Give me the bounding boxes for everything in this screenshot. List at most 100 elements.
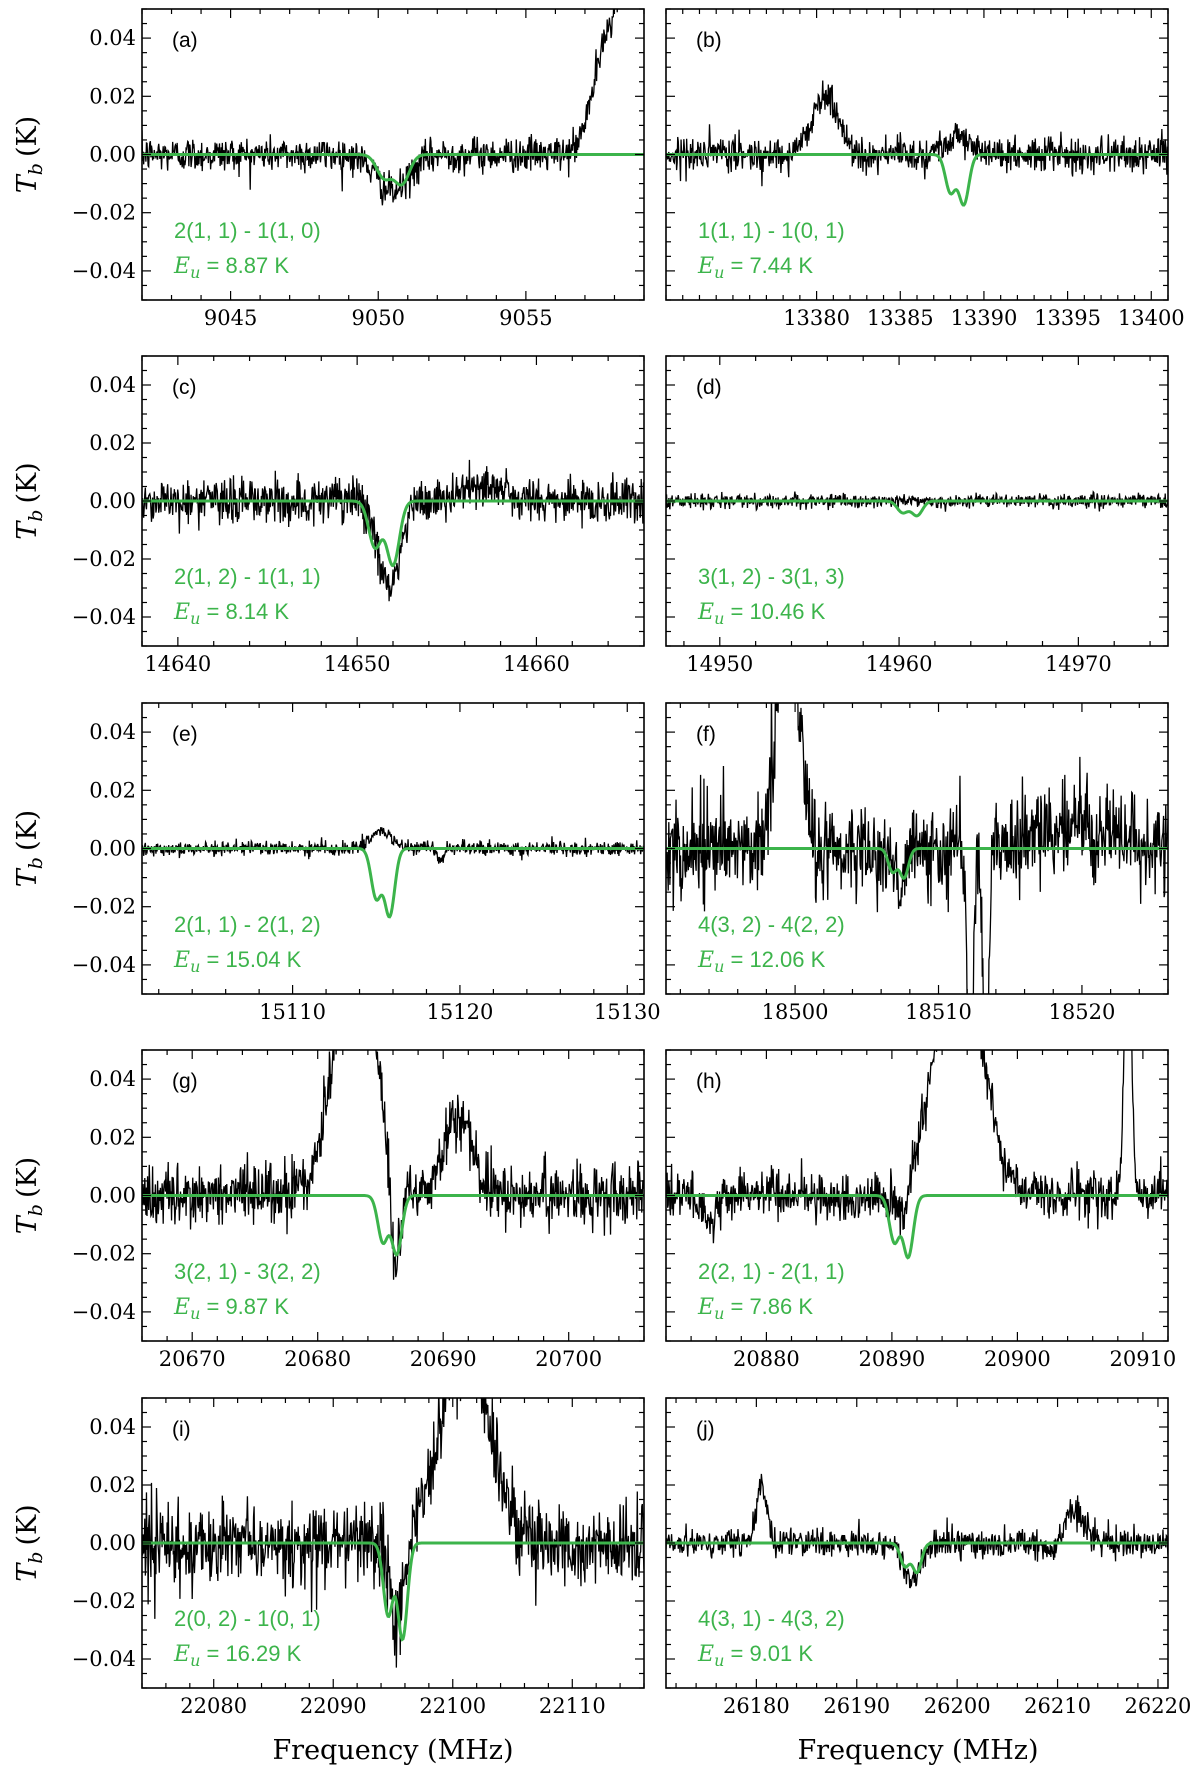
x-tick-label: 14650 <box>324 652 391 676</box>
y-axis-title: Tb(K) <box>12 810 47 887</box>
y-tick-label: 0.02 <box>89 1125 136 1149</box>
x-tick-label: 13380 <box>783 306 850 330</box>
panel-a: 9045 9050 9055 −0.04 −0.02 0.00 0.02 0.04 Tb(K) (… <box>12 8 645 330</box>
x-tick-label: 13395 <box>1034 306 1101 330</box>
x-tick-label: 20700 <box>535 1347 602 1371</box>
transition-label: 2(1, 2) - 1(1, 1) <box>174 564 321 589</box>
transition-label: 3(1, 2) - 3(1, 3) <box>698 564 845 589</box>
panel-h: 20880 20890 20900 20910 (h) 2(2, 1) - 2(1, 1)… <box>665 1049 1176 1371</box>
upper-energy-label: Eu = 9.87 K <box>173 1294 289 1323</box>
y-tick-label: −0.02 <box>72 895 136 919</box>
transition-label: 4(3, 2) - 4(2, 2) <box>698 912 845 937</box>
y-axis-title: Tb(K) <box>12 1157 47 1234</box>
panel-f: 18500 18510 18520 (f) 4(3, 2) - 4(2, 2) Eu = … <box>665 702 1169 1024</box>
model-spectrum <box>666 1194 1168 1260</box>
panel-letter: (i) <box>172 1418 191 1441</box>
panel-letter: (h) <box>696 1070 722 1093</box>
y-tick-label: 0.00 <box>89 143 136 167</box>
transition-label: 2(0, 2) - 1(0, 1) <box>174 1606 321 1631</box>
observed-spectrum <box>142 827 644 864</box>
x-tick-label: 22080 <box>180 1694 247 1718</box>
panel-letter: (f) <box>696 723 716 746</box>
y-tick-label: −0.02 <box>72 1589 136 1613</box>
panel-b: 13380 13385 13390 13395 13400 (b) 1(1, 1) - 1(… <box>665 8 1185 330</box>
y-tick-label: −0.02 <box>72 201 136 225</box>
panel-i: 22080 22090 22100 22110 −0.04 −0.02 0.00 0.02 0.… <box>12 1397 645 1718</box>
x-tick-label: 15120 <box>427 1000 494 1024</box>
y-tick-label: 0.00 <box>89 489 136 513</box>
x-tick-label: 9050 <box>352 306 405 330</box>
x-tick-label: 18520 <box>1049 1000 1116 1024</box>
y-tick-label: 0.02 <box>89 431 136 455</box>
x-tick-label: 20690 <box>410 1347 477 1371</box>
panel-letter: (d) <box>696 376 722 399</box>
x-tick-label: 26210 <box>1024 1694 1091 1718</box>
panel-g: 20670 20680 20690 20700 −0.04 −0.02 0.00 0.02 0.… <box>12 1049 645 1371</box>
x-tick-label: 14960 <box>866 652 933 676</box>
x-tick-label: 18500 <box>762 1000 829 1024</box>
transition-label: 2(1, 1) - 1(1, 0) <box>174 218 321 243</box>
panel-d: 14950 14960 14970 (d) 3(1, 2) - 3(1, 3) Eu = … <box>665 355 1169 676</box>
transition-label: 1(1, 1) - 1(0, 1) <box>698 218 845 243</box>
y-tick-label: 0.04 <box>89 26 136 50</box>
x-tick-label: 14970 <box>1045 652 1112 676</box>
y-axis-title: Tb(K) <box>12 1504 47 1581</box>
x-tick-label: 20910 <box>1109 1347 1176 1371</box>
x-tick-label: 14660 <box>503 652 570 676</box>
observed-spectrum <box>666 1050 1168 1244</box>
observed-spectrum <box>142 1050 644 1280</box>
x-tick-label: 22100 <box>419 1694 486 1718</box>
panel-letter: (j) <box>696 1418 715 1441</box>
x-tick-label: 15110 <box>259 1000 326 1024</box>
y-tick-label: 0.04 <box>89 1415 136 1439</box>
panel-c: 14640 14650 14660 −0.04 −0.02 0.00 0.02 0.04 Tb(… <box>12 355 645 676</box>
panel-j: 26180 26190 26200 26210 26220 (j) 4(3, 1) - 4(… <box>665 1397 1191 1718</box>
x-tick-label: 20890 <box>858 1347 925 1371</box>
upper-energy-label: Eu = 15.04 K <box>173 947 302 976</box>
x-tick-label: 22110 <box>539 1694 606 1718</box>
y-tick-label: −0.04 <box>72 1300 136 1324</box>
y-tick-label: −0.04 <box>72 1647 136 1671</box>
transition-label: 4(3, 1) - 4(3, 2) <box>698 1606 845 1631</box>
y-axis-title: Tb(K) <box>12 116 47 193</box>
x-tick-label: 13400 <box>1118 306 1185 330</box>
y-tick-label: −0.04 <box>72 605 136 629</box>
y-tick-label: −0.02 <box>72 547 136 571</box>
x-axis-title-left: Frequency (MHz) <box>272 1735 513 1766</box>
y-tick-label: 0.02 <box>89 84 136 108</box>
panel-letter: (e) <box>172 723 198 746</box>
x-tick-label: 13390 <box>951 306 1018 330</box>
observed-spectrum <box>666 1473 1168 1589</box>
observed-spectrum <box>666 490 1168 512</box>
observed-spectrum <box>142 9 618 206</box>
model-spectrum <box>142 499 644 568</box>
y-tick-label: 0.04 <box>89 373 136 397</box>
model-spectrum <box>142 847 644 919</box>
observed-spectrum <box>666 80 1168 187</box>
model-spectrum <box>666 499 1168 518</box>
model-spectrum <box>142 1194 644 1257</box>
upper-energy-label: Eu = 7.44 K <box>697 253 813 282</box>
x-tick-label: 20900 <box>984 1347 1051 1371</box>
panels-group: 9045 9050 9055 −0.04 −0.02 0.00 0.02 0.04 Tb(K) (… <box>12 8 1191 1718</box>
x-tick-label: 14640 <box>144 652 211 676</box>
upper-energy-label: Eu = 8.14 K <box>173 599 289 628</box>
model-spectrum <box>666 847 1168 880</box>
panel-letter: (g) <box>172 1070 198 1093</box>
model-spectrum <box>666 153 1168 207</box>
observed-spectrum <box>142 459 644 602</box>
x-tick-label: 20670 <box>159 1347 226 1371</box>
model-spectrum <box>142 153 644 187</box>
y-tick-label: 0.02 <box>89 778 136 802</box>
x-tick-label: 26180 <box>723 1694 790 1718</box>
model-spectrum <box>142 1541 644 1642</box>
x-tick-label: 26200 <box>924 1694 991 1718</box>
y-tick-label: −0.02 <box>72 1242 136 1266</box>
upper-energy-label: Eu = 8.87 K <box>173 253 289 282</box>
y-tick-label: 0.00 <box>89 837 136 861</box>
x-tick-label: 9045 <box>204 306 257 330</box>
model-spectrum <box>666 1541 1168 1575</box>
x-tick-label: 22090 <box>300 1694 367 1718</box>
y-tick-label: 0.02 <box>89 1473 136 1497</box>
